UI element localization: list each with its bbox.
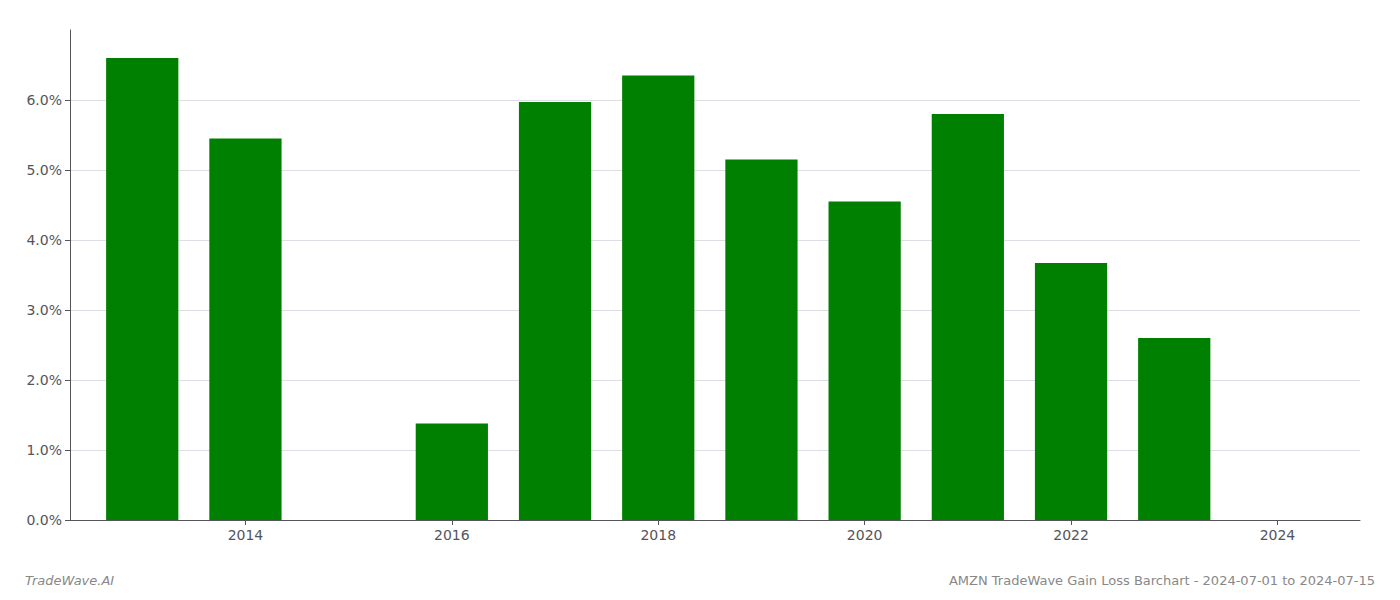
svg-text:2022: 2022: [1053, 527, 1089, 543]
svg-text:6.0%: 6.0%: [26, 92, 62, 108]
svg-text:0.0%: 0.0%: [26, 512, 62, 528]
svg-text:TradeWave.AI: TradeWave.AI: [25, 573, 114, 588]
svg-text:5.0%: 5.0%: [26, 162, 62, 178]
svg-text:AMZN TradeWave Gain Loss Barch: AMZN TradeWave Gain Loss Barchart - 2024…: [949, 573, 1375, 588]
svg-text:2.0%: 2.0%: [26, 372, 62, 388]
svg-text:2024: 2024: [1260, 527, 1296, 543]
svg-text:2014: 2014: [228, 527, 264, 543]
svg-text:4.0%: 4.0%: [26, 232, 62, 248]
svg-text:2018: 2018: [640, 527, 676, 543]
svg-text:3.0%: 3.0%: [26, 302, 62, 318]
svg-text:2016: 2016: [434, 527, 470, 543]
svg-text:2020: 2020: [847, 527, 883, 543]
svg-text:1.0%: 1.0%: [26, 442, 62, 458]
